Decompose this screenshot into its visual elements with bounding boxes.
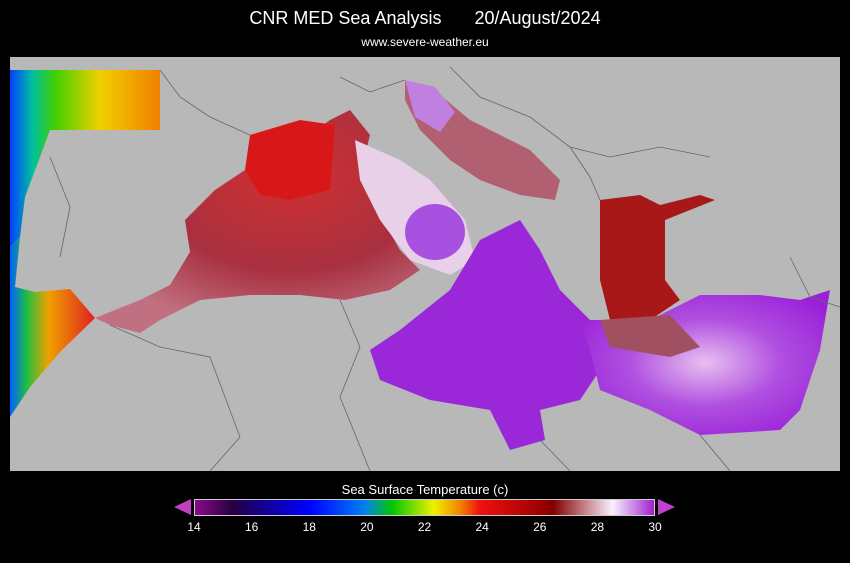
ionian-central-sea [370, 220, 600, 450]
colorbar-tick-label: 20 [360, 520, 374, 534]
colorbar-tick-label: 16 [244, 520, 259, 534]
map-title: CNR MED Sea Analysis 20/August/2024 [0, 8, 850, 29]
colorbar-tick-label: 28 [590, 520, 605, 534]
sst-map [10, 57, 841, 472]
gulf-of-lion [245, 120, 335, 200]
colorbar-tick-label: 24 [475, 520, 489, 534]
country-borders [49, 66, 841, 472]
atlantic-north [10, 70, 160, 247]
colorbar-tick-label: 22 [417, 520, 432, 534]
title-text: CNR MED Sea Analysis [249, 8, 442, 28]
northern-adriatic [405, 80, 455, 132]
colorbar-max-arrow [658, 499, 675, 515]
colorbar-tick-label: 30 [648, 520, 662, 534]
atlantic-south [10, 237, 95, 417]
colorbar-tick-label: 26 [533, 520, 547, 534]
source-url: www.severe-weather.eu [361, 35, 489, 49]
colorbar-label: Sea Surface Temperature (c) [341, 482, 509, 497]
colorbar-tick-label: 18 [302, 520, 316, 534]
western-basin [95, 110, 420, 333]
colorbar-min-arrow [174, 499, 191, 515]
tyrrhenian-purple [405, 204, 465, 260]
aegean-sea [600, 195, 715, 320]
colorbar [194, 499, 655, 516]
sea-layer [10, 66, 841, 472]
title-date: 20/August/2024 [474, 8, 601, 28]
colorbar-tick-label: 14 [187, 520, 201, 534]
cretan-brown [600, 315, 700, 357]
